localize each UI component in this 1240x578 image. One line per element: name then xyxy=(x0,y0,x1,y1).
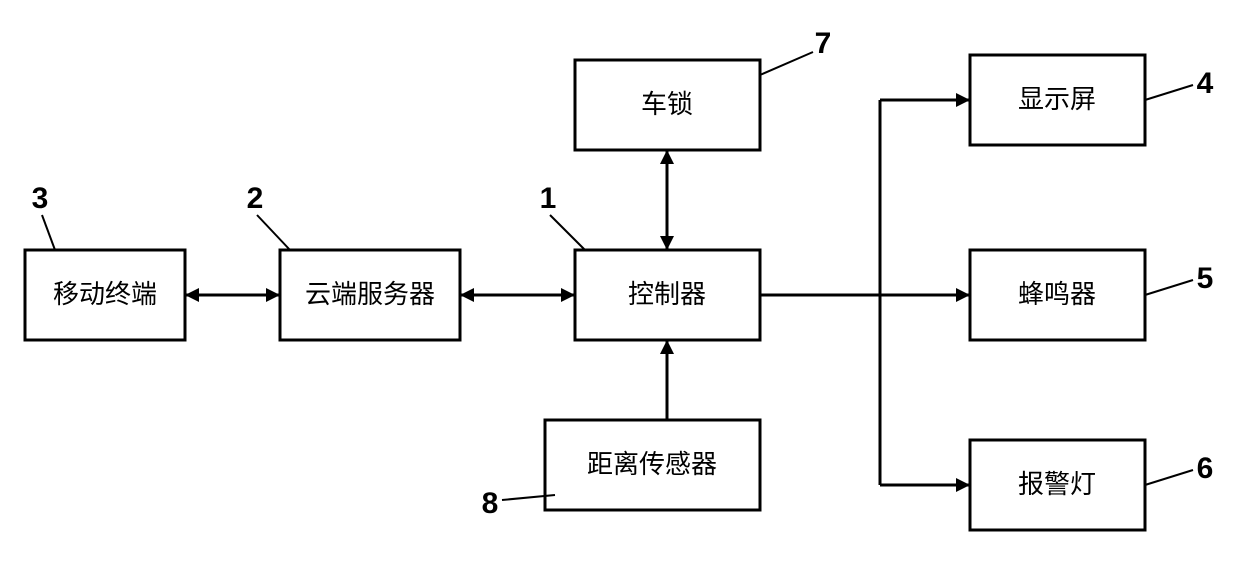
label-cloud-server: 云端服务器 xyxy=(305,280,435,309)
label-buzzer: 蜂鸣器 xyxy=(1018,280,1096,309)
edge-sensor-controller xyxy=(660,340,674,420)
label-controller: 控制器 xyxy=(628,280,706,309)
node-car-lock: 车锁 xyxy=(575,60,760,150)
node-distance-sensor: 距离传感器 xyxy=(545,420,760,510)
node-display: 显示屏 xyxy=(970,55,1145,145)
node-controller: 控制器 xyxy=(575,250,760,340)
label-mobile-terminal: 移动终端 xyxy=(53,280,157,309)
svg-text:2: 2 xyxy=(247,182,264,215)
node-mobile-terminal: 移动终端 xyxy=(25,250,185,340)
callout-5: 5 xyxy=(1145,262,1213,295)
callout-4: 4 xyxy=(1145,67,1214,100)
svg-text:8: 8 xyxy=(482,487,499,520)
svg-text:6: 6 xyxy=(1197,452,1214,485)
edge-controller-outputs xyxy=(760,93,970,492)
edge-cloud-controller xyxy=(460,288,575,302)
callout-1: 1 xyxy=(540,182,585,250)
svg-text:4: 4 xyxy=(1197,67,1214,100)
label-distance-sensor: 距离传感器 xyxy=(587,450,717,479)
callout-2: 2 xyxy=(247,182,290,250)
node-buzzer: 蜂鸣器 xyxy=(970,250,1145,340)
callout-6: 6 xyxy=(1145,452,1213,485)
node-cloud-server: 云端服务器 xyxy=(280,250,460,340)
svg-text:5: 5 xyxy=(1197,262,1214,295)
edge-mobile-cloud xyxy=(185,288,280,302)
callout-3: 3 xyxy=(32,182,55,250)
svg-text:7: 7 xyxy=(815,27,832,60)
label-alarm-light: 报警灯 xyxy=(1018,470,1096,499)
svg-text:3: 3 xyxy=(32,182,49,215)
callout-7: 7 xyxy=(760,27,831,75)
label-car-lock: 车锁 xyxy=(641,90,693,119)
system-diagram: 移动终端 云端服务器 控制器 车锁 距离传感器 显示屏 蜂鸣器 报警灯 3 2 xyxy=(0,0,1240,578)
label-display: 显示屏 xyxy=(1018,85,1096,114)
edge-controller-lock xyxy=(660,150,674,250)
svg-text:1: 1 xyxy=(540,182,557,215)
node-alarm-light: 报警灯 xyxy=(970,440,1145,530)
